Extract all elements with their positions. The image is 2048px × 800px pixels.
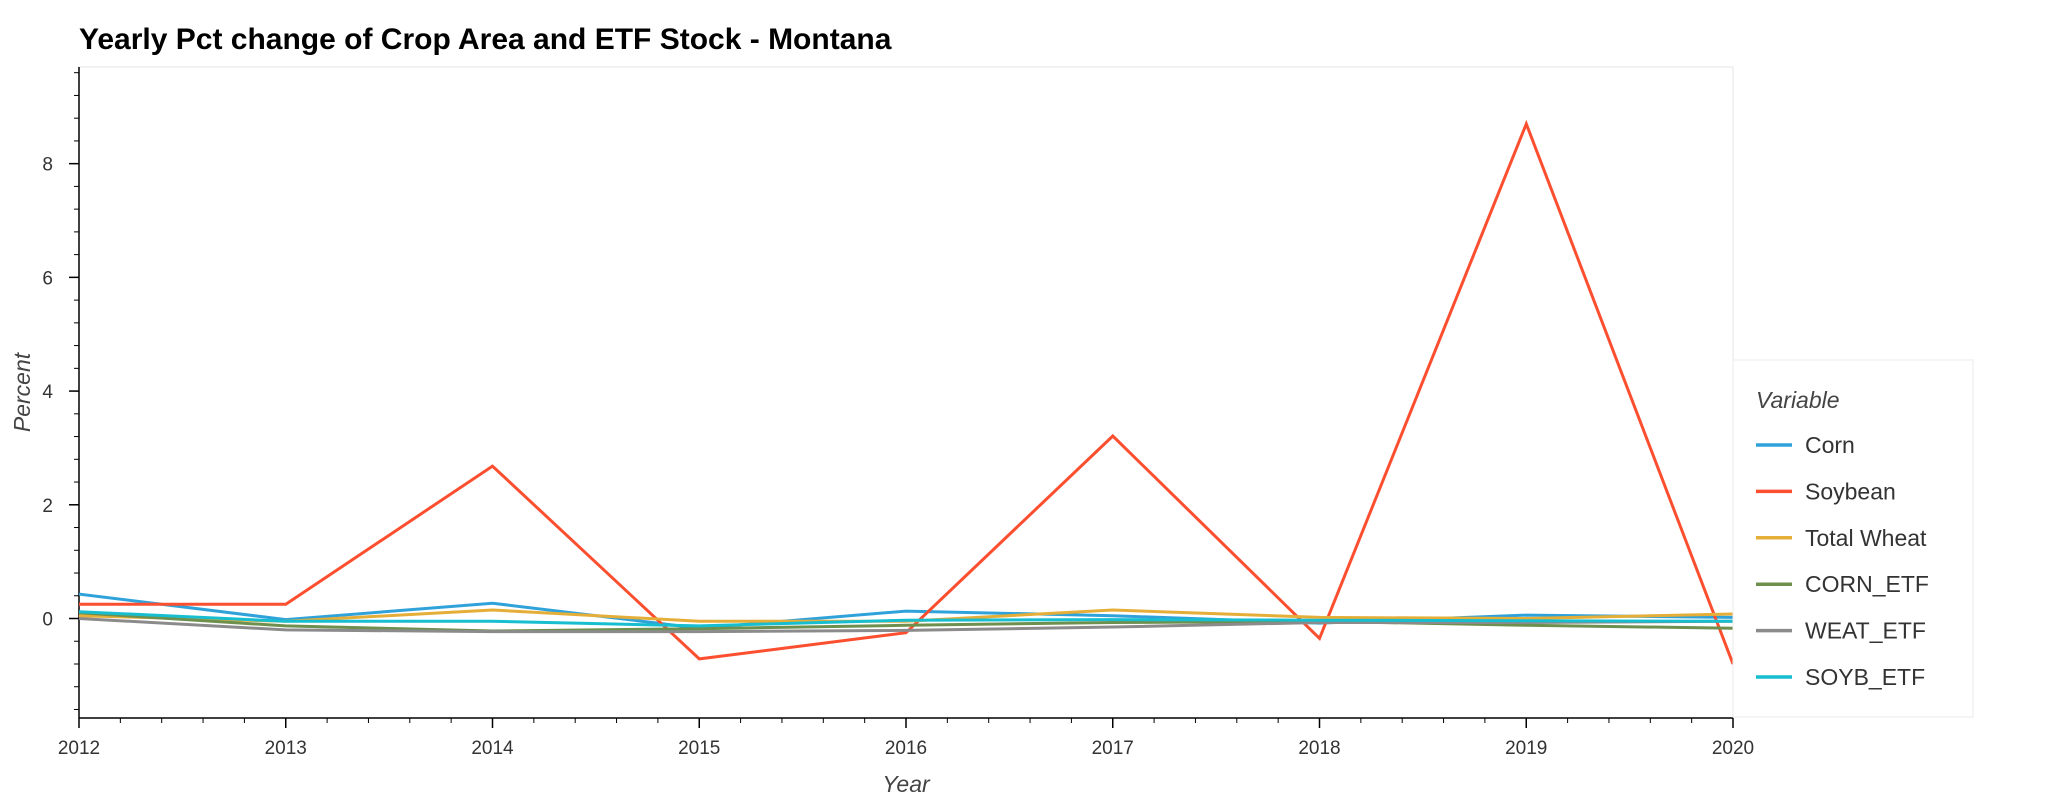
- legend-item-weat-etf[interactable]: WEAT_ETF: [1756, 618, 1926, 644]
- legend-label: SOYB_ETF: [1805, 664, 1925, 690]
- y-axis: 0 2 4 6 8: [42, 67, 80, 718]
- legend: Variable Corn Soybean Total Wheat CORN_ETF W…: [1732, 359, 1974, 718]
- legend-item-soybean[interactable]: Soybean: [1756, 478, 1896, 504]
- y-tick-label: 6: [42, 268, 53, 289]
- x-tick-label: 2012: [58, 738, 100, 759]
- y-tick-label: 2: [42, 496, 53, 517]
- legend-item-corn-etf[interactable]: CORN_ETF: [1756, 571, 1929, 597]
- legend-label: WEAT_ETF: [1805, 618, 1926, 644]
- x-tick-label: 2020: [1712, 738, 1754, 759]
- legend-label: CORN_ETF: [1805, 571, 1929, 597]
- x-axis-title: Year: [882, 771, 931, 797]
- y-tick-label: 4: [42, 382, 53, 403]
- series-layer: [79, 119, 1733, 665]
- y-axis-title: Percent: [9, 351, 35, 432]
- x-tick-label: 2019: [1505, 738, 1547, 759]
- x-tick-label: 2016: [885, 738, 927, 759]
- legend-items: Corn Soybean Total Wheat CORN_ETF WEAT_ETF SO…: [1756, 432, 1929, 690]
- legend-item-total-wheat[interactable]: Total Wheat: [1756, 525, 1927, 551]
- chart-title: Yearly Pct change of Crop Area and ETF S…: [79, 23, 892, 56]
- series-line-soyb-etf: [79, 610, 1733, 628]
- legend-label: Soybean: [1805, 478, 1896, 504]
- x-tick-label: 2018: [1298, 738, 1340, 759]
- legend-item-soyb-etf[interactable]: SOYB_ETF: [1756, 664, 1925, 690]
- legend-title: Variable: [1756, 387, 1840, 413]
- legend-label: Corn: [1805, 432, 1855, 458]
- series-line-soybean: [79, 119, 1733, 665]
- y-tick-label: 0: [42, 610, 53, 631]
- x-tick-label: 2014: [471, 738, 514, 759]
- y-tick-label: 8: [42, 155, 53, 176]
- legend-label: Total Wheat: [1805, 525, 1927, 551]
- series-line-weat-etf: [79, 617, 1733, 634]
- x-axis: 2012 2013 2014 2015 2016 2017 2018 2019 2020: [58, 717, 1754, 759]
- x-tick-label: 2017: [1092, 738, 1134, 759]
- x-tick-label: 2015: [678, 738, 720, 759]
- x-tick-label: 2013: [265, 738, 307, 759]
- legend-item-corn[interactable]: Corn: [1756, 432, 1855, 458]
